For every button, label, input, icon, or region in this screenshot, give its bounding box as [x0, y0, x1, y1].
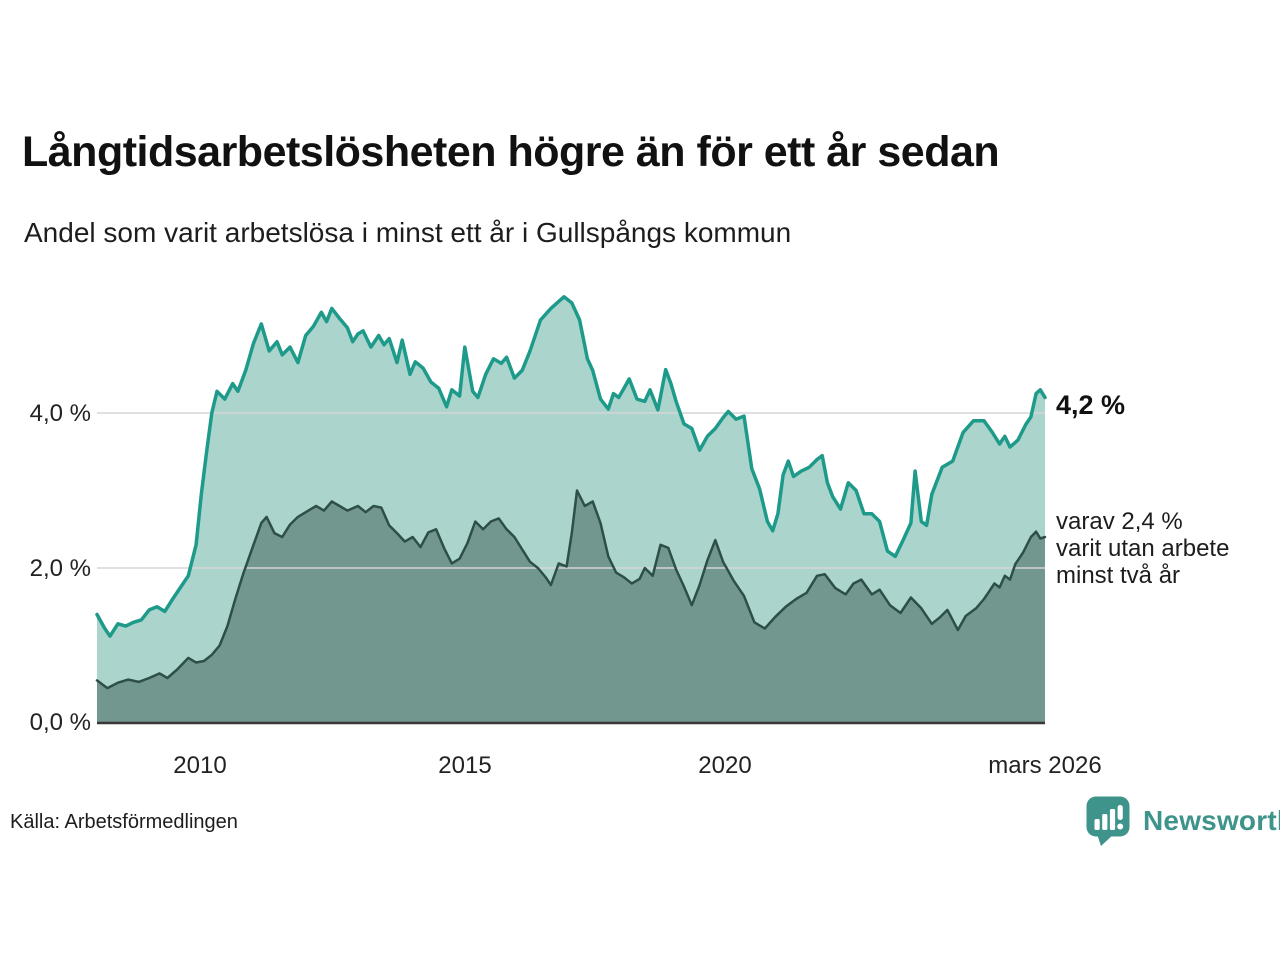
- page-subtitle: Andel som varit arbetslösa i minst ett å…: [24, 217, 792, 248]
- page-title: Långtidsarbetslösheten högre än för ett …: [22, 128, 1000, 176]
- x-tick-2015: 2015: [438, 752, 492, 779]
- line-minst-tva-ar: [95, 489, 1047, 690]
- end-value-label: 4,2 %: [1056, 390, 1126, 420]
- x-tick-2010: 2010: [173, 752, 227, 779]
- line-minst-ett-ar: [95, 295, 1047, 638]
- gridlines: [97, 412, 1045, 569]
- y-tick-0: 0,0 %: [29, 709, 91, 736]
- y-tick-4: 4,0 %: [29, 400, 91, 427]
- secondary-annotation: varav 2,4 % varit utan arbete minst två …: [1056, 508, 1229, 589]
- secondary-annotation-line-3: minst två år: [1056, 562, 1181, 589]
- y-tick-2: 2,0 %: [29, 555, 91, 582]
- area-fill-minst-tva-ar: [97, 490, 1045, 723]
- newsworthy-bubble-icon: [1086, 796, 1130, 846]
- secondary-annotation-line-2: varit utan arbete: [1056, 535, 1230, 562]
- x-tick-mars-2026: mars 2026: [988, 752, 1102, 779]
- x-tick-2020: 2020: [698, 752, 752, 779]
- brand-name: Newsworthy: [1143, 805, 1280, 836]
- secondary-annotation-line-1: varav 2,4 %: [1056, 508, 1183, 535]
- brand-logo: Newsworthy: [1085, 795, 1280, 847]
- source-attribution: Källa: Arbetsförmedlingen: [10, 811, 238, 833]
